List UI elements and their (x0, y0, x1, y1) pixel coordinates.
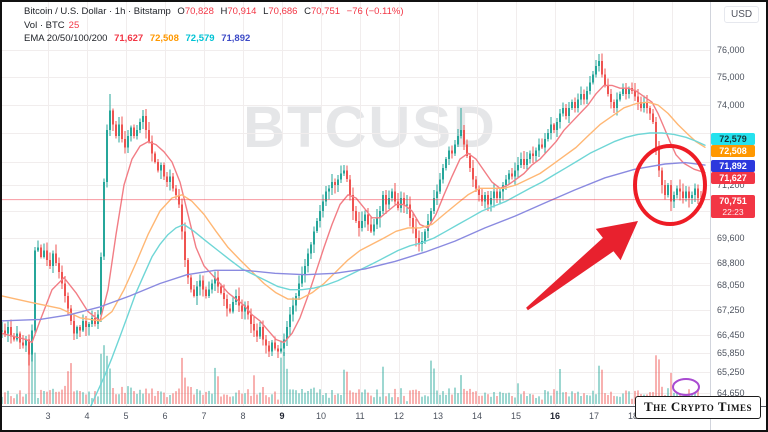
low-value: 70,686 (268, 6, 298, 17)
symbol-title[interactable]: Bitcoin / U.S. Dollar · 1h · Bitstamp (24, 6, 171, 17)
svg-text:4: 4 (84, 411, 89, 421)
time-axis-labels[interactable]: 345678910111213141516171819 (45, 411, 677, 421)
ema100-value: 72,579 (185, 33, 215, 44)
svg-text:17: 17 (589, 411, 599, 421)
ema50-value: 72,508 (149, 33, 179, 44)
svg-text:14: 14 (472, 411, 482, 421)
svg-text:75,000: 75,000 (717, 72, 745, 82)
svg-text:64,650: 64,650 (717, 388, 745, 398)
svg-text:10: 10 (316, 411, 326, 421)
svg-text:13: 13 (433, 411, 443, 421)
ema-line-ema200 (0, 161, 706, 322)
currency-selector[interactable]: USD (724, 6, 760, 23)
high-label: H (220, 6, 228, 17)
last-price-badge: 70,751 22:23 (711, 195, 755, 218)
price-axis-labels[interactable]: 76,000 75,000 74,000 71,200 69,600 68,800 68,0… (717, 45, 745, 398)
open-label: O (177, 6, 185, 17)
svg-text:67,250: 67,250 (717, 305, 745, 315)
svg-text:69,600: 69,600 (717, 233, 745, 243)
ema200-badge: 71,892 (711, 160, 755, 172)
last-price-badge-time: 22:23 (722, 207, 744, 217)
svg-text:3: 3 (45, 411, 50, 421)
svg-text:18: 18 (628, 411, 638, 421)
svg-text:71,200: 71,200 (717, 180, 745, 190)
svg-text:65,250: 65,250 (717, 367, 745, 377)
change-value: −76 (−0.11%) (346, 6, 404, 17)
purple-ellipse-annotation (672, 378, 700, 396)
symbol-row[interactable]: Bitcoin / U.S. Dollar · 1h · Bitstamp O7… (24, 5, 408, 19)
ema50-badge: 72,508 (711, 145, 755, 157)
svg-text:11: 11 (355, 411, 364, 421)
ema20-badge: 71,627 (711, 172, 755, 184)
high-value: 70,914 (227, 6, 257, 17)
ema20-value: 71,627 (114, 33, 144, 44)
svg-text:65,850: 65,850 (717, 348, 745, 358)
legend: Bitcoin / U.S. Dollar · 1h · Bitstamp O7… (24, 5, 408, 46)
close-label: C (304, 6, 311, 17)
svg-text:12: 12 (394, 411, 404, 421)
crypto-times-logo: The Crypto Times (634, 396, 761, 419)
svg-text:16: 16 (550, 411, 560, 421)
ema200-value: 71,892 (221, 33, 251, 44)
open-value: 70,828 (184, 6, 214, 17)
red-circle-annotation (633, 144, 707, 226)
ema-label: EMA 20/50/100/200 (24, 33, 108, 44)
low-label: L (263, 6, 269, 17)
svg-text:5: 5 (123, 411, 128, 421)
svg-text:6: 6 (162, 411, 167, 421)
annotations-layer (526, 144, 707, 396)
svg-text:66,450: 66,450 (717, 330, 745, 340)
svg-text:74,000: 74,000 (717, 100, 745, 110)
volume-row[interactable]: Vol · BTC 25 (24, 19, 408, 33)
grid-layer (0, 0, 710, 406)
ema-line-ema20 (1, 84, 706, 344)
svg-text:7: 7 (201, 411, 206, 421)
ema-lines-layer (0, 84, 706, 406)
volume-label: Vol · BTC (24, 19, 65, 31)
svg-text:68,050: 68,050 (717, 280, 745, 290)
svg-text:8: 8 (240, 411, 245, 421)
ema100-badge: 72,579 (711, 133, 755, 145)
candles-layer (1, 53, 702, 366)
red-arrow-annotation (526, 221, 638, 311)
ema-row[interactable]: EMA 20/50/100/200 71,627 72,508 72,579 7… (24, 32, 408, 46)
volume-value: 25 (68, 19, 80, 31)
svg-text:9: 9 (279, 411, 284, 421)
svg-text:76,000: 76,000 (717, 45, 745, 55)
ema-line-ema50 (1, 101, 706, 322)
plot-area[interactable] (0, 53, 710, 413)
ema-line-ema100 (90, 132, 706, 406)
volume-layer (1, 345, 702, 404)
svg-text:15: 15 (511, 411, 521, 421)
close-value: 70,751 (310, 6, 341, 17)
svg-text:68,800: 68,800 (717, 258, 745, 268)
